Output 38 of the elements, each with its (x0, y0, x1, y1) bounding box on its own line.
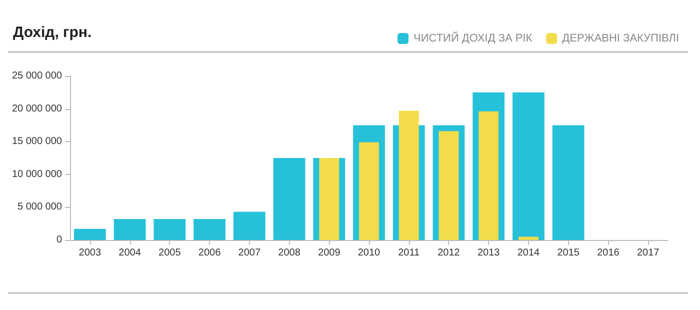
bar (154, 219, 186, 240)
legend-label: ЧИСТИЙ ДОХІД ЗА РІК (414, 32, 533, 44)
x-tick-label: 2013 (477, 248, 500, 258)
bar (359, 142, 379, 240)
chart-title: Дохід, грн. (13, 24, 92, 41)
bar (512, 92, 544, 240)
x-tick-label: 2017 (636, 248, 660, 258)
bar (438, 131, 459, 240)
bar (114, 219, 146, 240)
y-tick-label: 20 000 000 (12, 103, 62, 114)
bar (478, 111, 499, 240)
x-tick-label: 2003 (78, 248, 102, 258)
bar (74, 228, 106, 240)
y-tick-label: 0 (56, 234, 62, 246)
y-tick-label: 15 000 000 (12, 136, 62, 148)
legend-label: ДЕРЖАВНІ ЗАКУПІВЛІ (562, 32, 680, 44)
bar (518, 236, 538, 240)
x-tick-label: 2015 (557, 248, 580, 258)
x-tick-label: 2006 (198, 248, 222, 258)
y-tick-label: 5 000 000 (18, 202, 62, 213)
bar (233, 212, 266, 240)
x-tick-label: 2004 (118, 248, 142, 258)
bar (398, 110, 419, 240)
x-tick-label: 2007 (238, 248, 261, 258)
x-tick-label: 2014 (517, 248, 540, 258)
x-tick-label: 2008 (278, 248, 301, 258)
bar (194, 219, 226, 240)
x-tick-label: 2005 (158, 248, 182, 258)
x-tick-label: 2012 (438, 248, 460, 258)
bar (552, 125, 584, 240)
bar (319, 158, 340, 240)
y-tick-label: 10 000 000 (12, 168, 62, 180)
x-tick-label: 2011 (398, 248, 420, 258)
x-tick-label: 2009 (318, 248, 341, 258)
bar (273, 158, 306, 240)
x-tick-label: 2010 (358, 248, 381, 258)
y-tick-label: 25 000 000 (12, 70, 62, 82)
x-tick-label: 2016 (597, 248, 620, 258)
